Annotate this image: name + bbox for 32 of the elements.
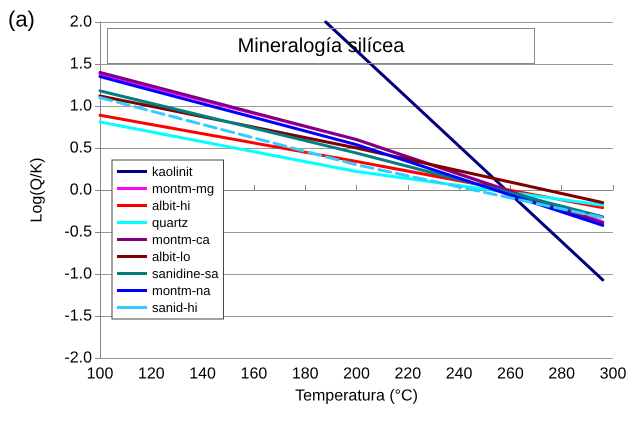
x-tick-label: 140 <box>189 366 216 382</box>
y-tick-label: 1.0 <box>70 98 92 114</box>
legend-label: montm-na <box>152 283 212 298</box>
legend-label: montm-mg <box>152 181 214 196</box>
x-tick-label: 280 <box>548 366 576 382</box>
y-tick-label: 0.5 <box>70 140 92 156</box>
x-tick-label: 240 <box>446 366 473 382</box>
x-tick-label: 300 <box>600 366 626 382</box>
x-tick-label: 100 <box>86 366 114 382</box>
y-tick-label: -0.5 <box>64 224 92 240</box>
text: (a) <box>8 6 35 32</box>
y-tick-label: 1.5 <box>70 56 92 72</box>
x-tick-label: 260 <box>497 366 524 382</box>
legend-label: quartz <box>152 215 188 230</box>
legend-label: kaolinit <box>152 164 193 179</box>
y-tick-label: -1.0 <box>64 266 92 282</box>
legend-label: sanidine-sa <box>152 266 220 281</box>
legend-label: albit-hi <box>152 198 190 213</box>
legend-label: sanid-hi <box>152 300 198 315</box>
y-tick-label: 2.0 <box>70 14 92 30</box>
y-tick-label: -1.5 <box>64 308 92 324</box>
x-axis-title: Temperatura (°C) <box>295 388 418 404</box>
x-tick-label: 220 <box>394 366 422 382</box>
x-tick-label: 160 <box>240 366 268 382</box>
x-tick-label: 180 <box>292 366 319 382</box>
y-axis-title: Log(Q/K) <box>28 158 46 222</box>
y-tick-label: 0.0 <box>70 182 92 198</box>
legend-label: montm-ca <box>152 232 211 247</box>
legend-label: albit-lo <box>152 249 190 264</box>
y-tick-label: -2.0 <box>64 350 92 366</box>
x-tick-label: 120 <box>138 366 165 382</box>
x-tick-label: 200 <box>343 366 370 382</box>
